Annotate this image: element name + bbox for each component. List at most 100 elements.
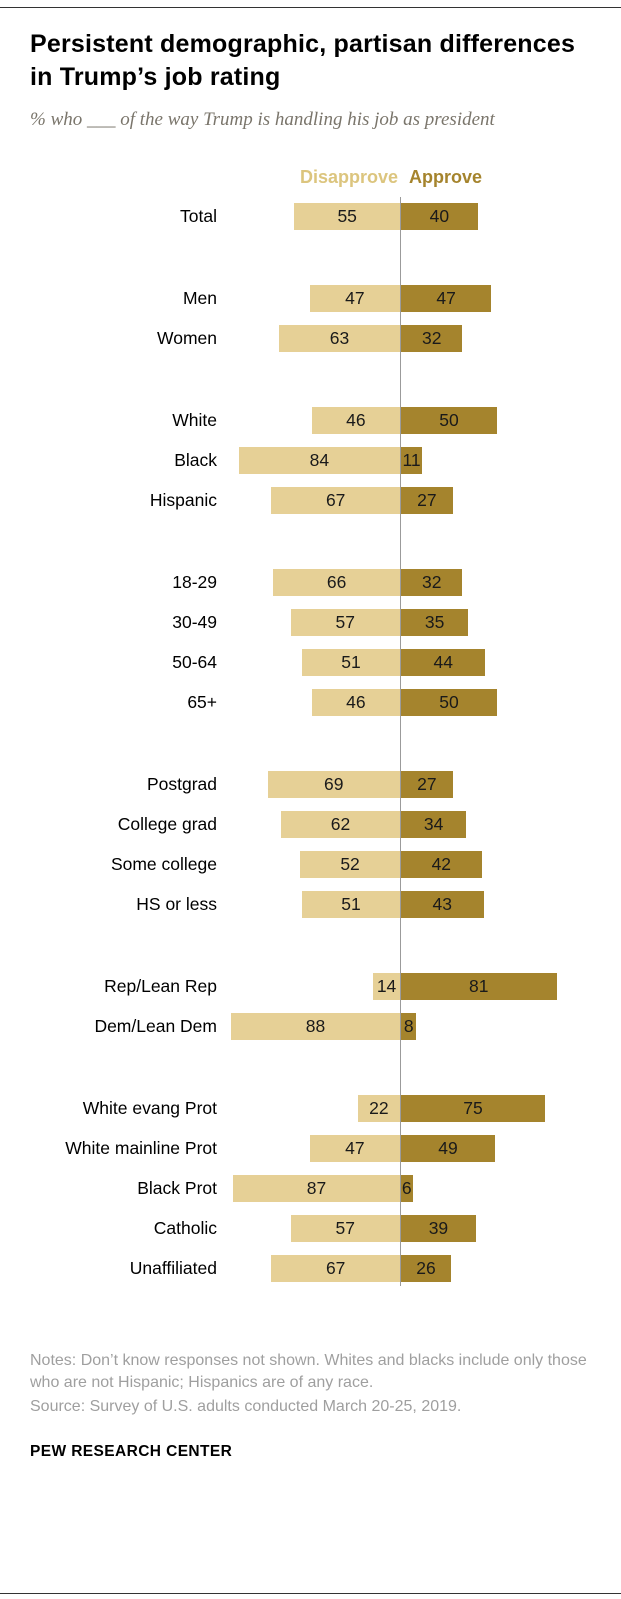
row-label: Dem/Lean Dem [94, 1015, 217, 1036]
row-bars: 69 27 [230, 770, 621, 798]
approve-bar: 32 [401, 324, 463, 352]
approve-bar: 27 [401, 770, 453, 798]
row-bars: 84 11 [230, 446, 621, 474]
row-bars: 66 32 [230, 568, 621, 596]
row-bars: 46 50 [230, 406, 621, 434]
chart-row: Women 63 32 [0, 324, 621, 352]
disapprove-value: 46 [346, 409, 366, 430]
row-label: Hispanic [149, 489, 217, 510]
chart-row: Men 47 47 [0, 284, 621, 312]
disapprove-value: 62 [330, 813, 351, 834]
row-bars: 55 40 [230, 202, 621, 230]
approve-value: 75 [463, 1097, 483, 1118]
approve-value: 43 [432, 893, 452, 914]
approve-value: 26 [416, 1257, 436, 1278]
row-label: College grad [117, 813, 217, 834]
approve-value: 47 [436, 287, 456, 308]
row-bars: 63 32 [230, 324, 621, 352]
disapprove-value: 67 [325, 1257, 346, 1278]
chart-row: Black 84 11 [0, 446, 621, 474]
disapprove-bar: 51 [302, 890, 400, 918]
row-label: Rep/Lean Rep [104, 975, 217, 996]
disapprove-bar: 46 [311, 688, 400, 716]
disapprove-value: 87 [306, 1177, 327, 1198]
series-headers: Disapprove Approve [0, 167, 621, 193]
disapprove-value: 55 [337, 205, 357, 226]
approve-value: 42 [431, 853, 452, 874]
disapprove-value: 47 [345, 1137, 365, 1158]
chart-row: 50-64 51 44 [0, 648, 621, 676]
row-bars: 67 27 [230, 486, 621, 514]
approve-bar: 26 [401, 1254, 451, 1282]
disapprove-bar: 52 [300, 850, 400, 878]
row-label: 30-49 [172, 611, 217, 632]
notes-text: Notes: Don’t know responses not shown. W… [30, 1351, 587, 1392]
approve-bar: 81 [401, 972, 557, 1000]
disapprove-bar: 46 [311, 406, 400, 434]
disapprove-value: 84 [309, 449, 330, 470]
approve-value: 34 [423, 813, 444, 834]
approve-bar: 49 [401, 1134, 496, 1162]
approve-bar: 32 [401, 568, 463, 596]
disapprove-bar: 69 [267, 770, 400, 798]
disapprove-value: 67 [325, 489, 346, 510]
row-bars: 47 47 [230, 284, 621, 312]
approve-value: 81 [469, 975, 489, 996]
disapprove-value: 51 [341, 893, 361, 914]
row-bars: 52 42 [230, 850, 621, 878]
row-bars: 57 39 [230, 1214, 621, 1242]
approve-bar: 34 [401, 810, 467, 838]
approve-bar: 39 [401, 1214, 476, 1242]
disapprove-bar: 57 [290, 1214, 400, 1242]
approve-bar: 40 [401, 202, 478, 230]
row-label: Black [174, 449, 217, 470]
approve-bar: 43 [401, 890, 484, 918]
chart-row: Unaffiliated 67 26 [0, 1254, 621, 1282]
brand-pew-research-center: PEW RESEARCH CENTER [30, 1442, 233, 1460]
row-bars: 87 6 [230, 1174, 621, 1202]
row-bars: 47 49 [230, 1134, 621, 1162]
approve-bar: 8 [401, 1012, 417, 1040]
disapprove-value: 63 [329, 327, 350, 348]
row-bars: 67 26 [230, 1254, 621, 1282]
chart-row: Some college 52 42 [0, 850, 621, 878]
disapprove-bar: 62 [280, 810, 400, 838]
approve-value: 27 [417, 489, 437, 510]
page-title: Persistent demographic, partisan differe… [30, 30, 576, 91]
disapprove-bar: 63 [279, 324, 400, 352]
chart-row: Postgrad 69 27 [0, 770, 621, 798]
disapprove-bar: 66 [273, 568, 400, 596]
row-label: Men [182, 287, 217, 308]
approve-bar: 35 [401, 608, 469, 636]
row-label: White evang Prot [82, 1097, 217, 1118]
approve-value: 32 [421, 571, 442, 592]
approve-bar: 42 [401, 850, 482, 878]
chart-row: HS or less 51 43 [0, 890, 621, 918]
row-bars: 51 44 [230, 648, 621, 676]
disapprove-bar: 47 [309, 1134, 400, 1162]
chart-row: Dem/Lean Dem 88 8 [0, 1012, 621, 1040]
chart-row: 18-29 66 32 [0, 568, 621, 596]
approve-bar: 75 [401, 1094, 545, 1122]
row-label: Total [180, 205, 217, 226]
approve-value: 50 [439, 691, 459, 712]
disapprove-bar: 67 [271, 1254, 400, 1282]
approve-bar: 44 [401, 648, 486, 676]
chart-row: White 46 50 [0, 406, 621, 434]
approve-value: 35 [424, 611, 445, 632]
disapprove-value: 88 [305, 1015, 326, 1036]
approve-bar: 27 [401, 486, 453, 514]
approve-value: 8 [403, 1015, 414, 1036]
approve-value: 49 [438, 1137, 458, 1158]
chart-group: Rep/Lean Rep 14 81 Dem/Lean Dem 88 8 [0, 972, 621, 1040]
row-label: 50-64 [172, 651, 217, 672]
chart-group: White 46 50 Black 84 11 Hispanic 67 27 [0, 406, 621, 514]
row-bars: 62 34 [230, 810, 621, 838]
chart-group: 18-29 66 32 30-49 57 35 50-64 51 44 65+ 46 50 [0, 568, 621, 716]
approve-bar: 50 [401, 406, 497, 434]
chart-group: White evang Prot 22 75 White mainline Prot 4… [0, 1094, 621, 1282]
row-label: Postgrad [146, 773, 217, 794]
disapprove-value: 14 [376, 975, 397, 996]
approve-value: 11 [402, 449, 421, 470]
